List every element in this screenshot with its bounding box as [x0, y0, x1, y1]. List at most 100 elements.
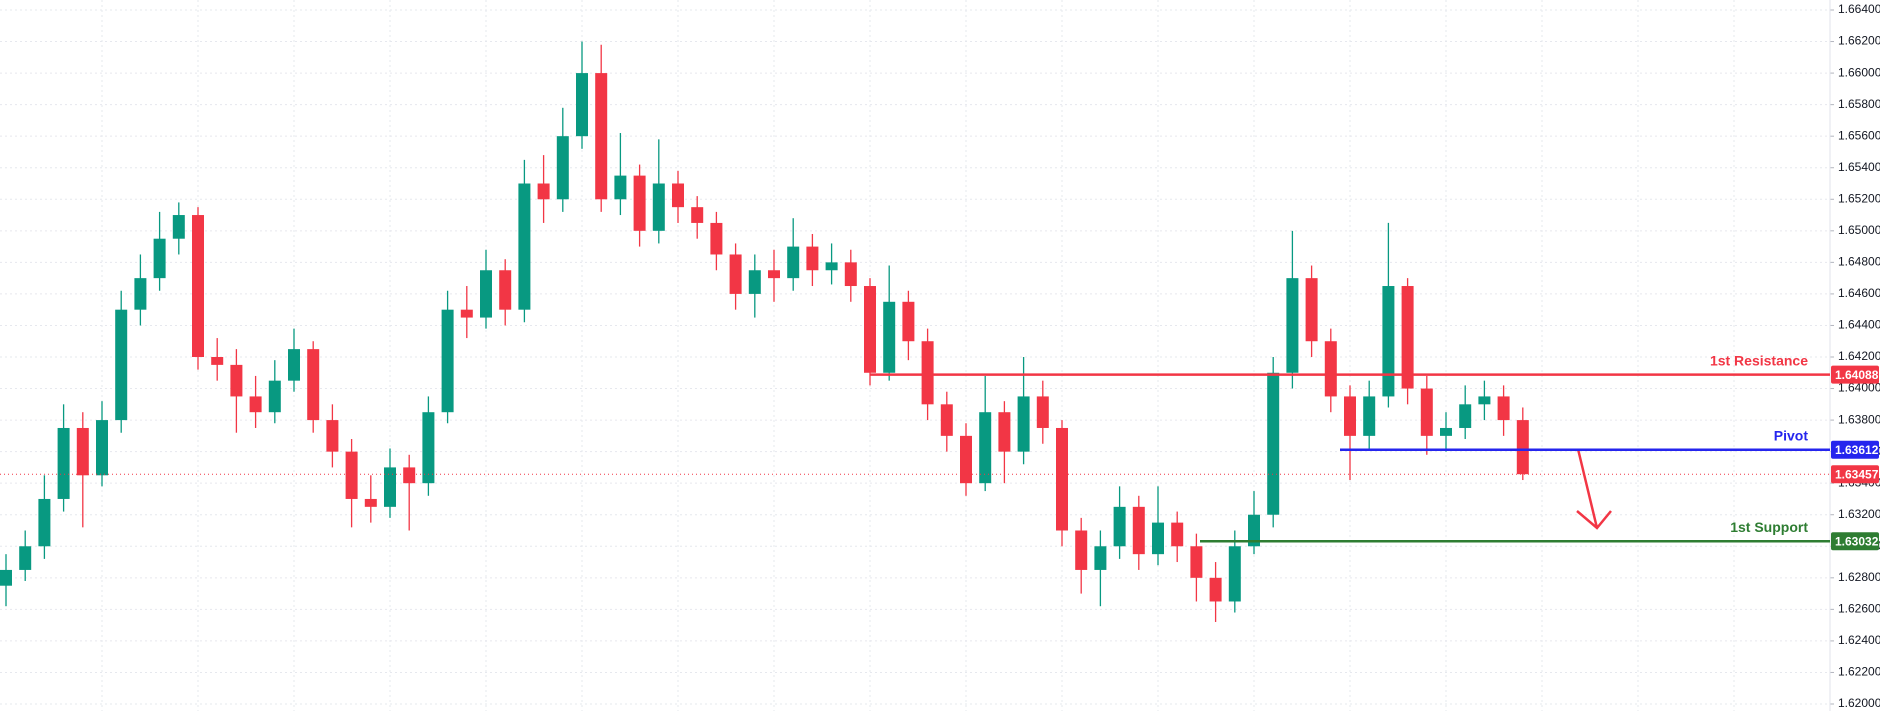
candle-body [1209, 577, 1222, 602]
candle-body [1267, 372, 1280, 515]
candle-body [230, 364, 243, 397]
level-price-label: 1.64088 [1835, 368, 1879, 382]
candle-body [1056, 427, 1068, 531]
candle-body [1248, 514, 1260, 547]
candle-body [921, 341, 934, 405]
candle-body [595, 73, 608, 200]
candle-body [38, 498, 51, 547]
candle-body [1344, 396, 1356, 436]
candle-body [441, 309, 454, 413]
y-tick-label: 1.66200 [1838, 34, 1880, 48]
candle-body [1459, 404, 1472, 428]
candle-body [57, 427, 70, 499]
candle-body [806, 246, 819, 271]
y-tick-label: 1.62400 [1838, 633, 1880, 647]
y-tick-label: 1.66400 [1838, 2, 1880, 16]
candle-body [96, 420, 108, 476]
candle-body [998, 412, 1011, 452]
level-price-label: 1.63032 [1835, 534, 1879, 548]
y-tick-label: 1.63800 [1838, 412, 1880, 426]
candle-body [787, 246, 800, 279]
candle-body [633, 175, 646, 231]
candle-body [844, 262, 857, 287]
candle-body [384, 467, 396, 507]
y-tick-label: 1.64800 [1838, 255, 1880, 269]
candle-body [422, 412, 435, 484]
candle-body [902, 301, 915, 342]
candle-body [1324, 341, 1337, 397]
candle-body [249, 396, 262, 413]
candle-body [1286, 278, 1299, 373]
candle-body [518, 183, 531, 310]
candle-body [1497, 396, 1510, 421]
candle-body [1075, 530, 1088, 570]
candle-body [1440, 427, 1452, 436]
y-tick-label: 1.64200 [1838, 349, 1880, 363]
candle-body [1190, 546, 1203, 578]
candle-body [768, 270, 780, 279]
candle-body [940, 404, 953, 436]
level-price-label-box [1831, 532, 1879, 551]
candle-body [480, 270, 492, 318]
candle-body [1516, 420, 1529, 475]
candle-body [729, 254, 742, 294]
candle-body [1305, 278, 1318, 342]
y-tick-label: 1.63200 [1838, 507, 1880, 521]
level-price-label-box [1831, 440, 1879, 459]
candle-body [1401, 286, 1414, 389]
y-tick-label: 1.66000 [1838, 65, 1880, 79]
candle-body [1478, 396, 1491, 405]
y-tick-label: 1.65000 [1838, 223, 1880, 237]
candle-body [537, 183, 550, 200]
candle-body [0, 569, 12, 586]
last-price-label: 1.63457 [1835, 467, 1879, 481]
y-tick-label: 1.62200 [1838, 665, 1880, 679]
candle-body [76, 427, 89, 476]
candle-body [1382, 286, 1395, 397]
candle-body [1420, 388, 1433, 436]
candle-body [825, 262, 838, 271]
candle-body [1171, 522, 1184, 547]
candle-body [268, 380, 281, 413]
candle-body [1036, 396, 1049, 428]
candle-body [1094, 546, 1107, 570]
candle-body [134, 278, 147, 310]
candle-body [1113, 506, 1126, 547]
candle-body [364, 498, 377, 507]
y-tick-label: 1.64000 [1838, 381, 1880, 395]
candle-body [499, 270, 512, 310]
candle-body [556, 136, 569, 200]
y-tick-label: 1.62000 [1838, 696, 1880, 710]
level-name: 1st Resistance [1710, 352, 1808, 368]
candle-body [326, 420, 339, 452]
level-name: 1st Support [1730, 519, 1808, 535]
candle-body [460, 309, 473, 318]
candle-body [288, 349, 300, 381]
candle-body [979, 412, 992, 484]
y-tick-label: 1.64600 [1838, 286, 1880, 300]
candle-body [960, 435, 972, 484]
candle-body [1017, 396, 1030, 452]
y-tick-label: 1.65200 [1838, 191, 1880, 205]
candle-body [1228, 546, 1241, 602]
candle-body [672, 183, 684, 208]
candle-body [307, 349, 320, 421]
candle-body [403, 467, 416, 484]
forecast-arrow [1576, 448, 1612, 530]
candle-body [172, 215, 185, 239]
candle-body [614, 175, 627, 200]
y-tick-label: 1.62600 [1838, 602, 1880, 616]
y-tick-label: 1.62800 [1838, 570, 1880, 584]
candle-body [19, 546, 32, 570]
last-price-label-box [1831, 465, 1879, 484]
candle-body [345, 451, 358, 499]
candle-body [1363, 396, 1376, 436]
level-price-label: 1.63612 [1835, 443, 1879, 457]
y-tick-label: 1.65800 [1838, 97, 1880, 111]
candle-body [115, 309, 128, 421]
candle-body [192, 215, 204, 357]
candle-body [652, 183, 665, 231]
candle-body [576, 73, 588, 137]
candle-body [883, 301, 896, 373]
